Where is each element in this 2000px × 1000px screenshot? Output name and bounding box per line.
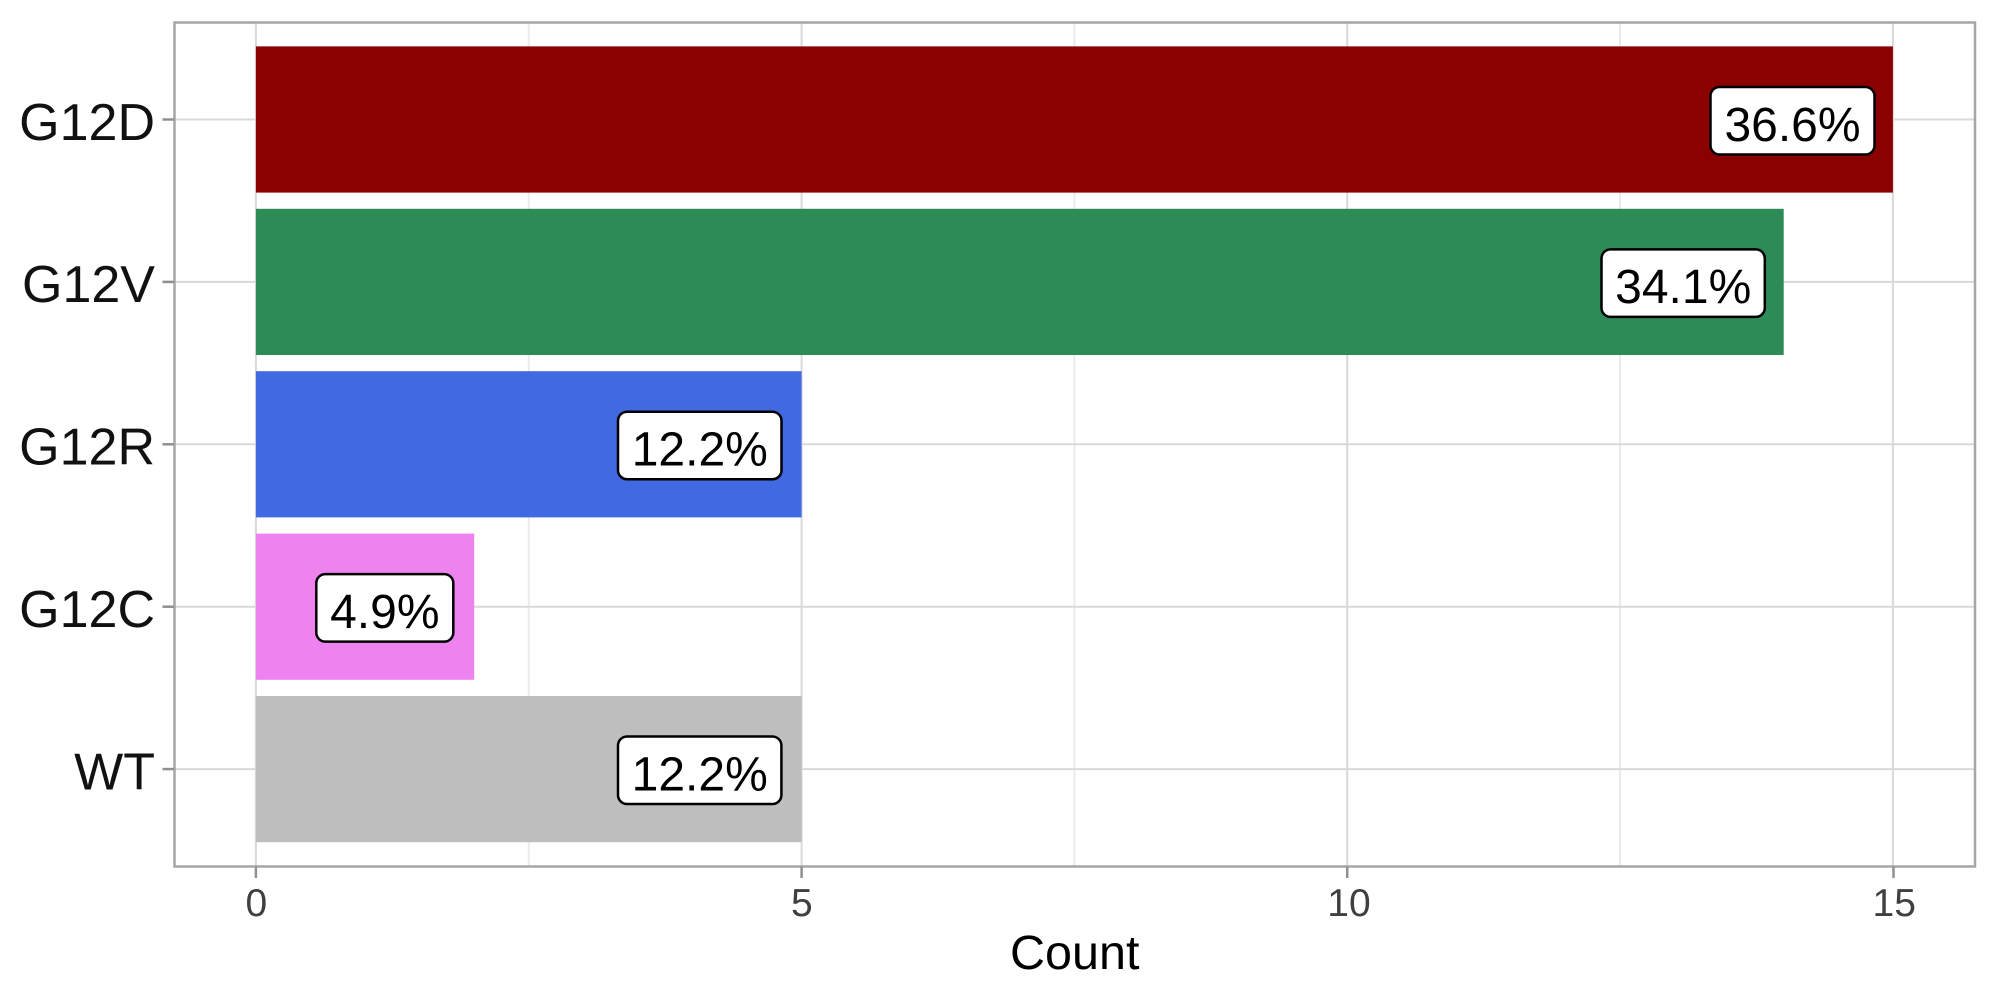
svg-text:G12V: G12V — [22, 256, 155, 314]
svg-text:10: 10 — [1327, 882, 1370, 925]
svg-text:G12C: G12C — [19, 581, 155, 639]
svg-text:12.2%: 12.2% — [632, 748, 768, 801]
svg-text:5: 5 — [791, 882, 813, 925]
svg-text:15: 15 — [1873, 882, 1916, 925]
svg-text:G12R: G12R — [19, 419, 155, 477]
svg-text:WT: WT — [74, 743, 155, 801]
svg-text:12.2%: 12.2% — [632, 424, 768, 477]
svg-text:0: 0 — [246, 882, 268, 925]
svg-text:36.6%: 36.6% — [1724, 99, 1860, 152]
svg-text:Count: Count — [1010, 926, 1140, 980]
svg-text:4.9%: 4.9% — [330, 586, 439, 639]
svg-text:G12D: G12D — [19, 94, 155, 152]
svg-text:34.1%: 34.1% — [1615, 261, 1751, 314]
